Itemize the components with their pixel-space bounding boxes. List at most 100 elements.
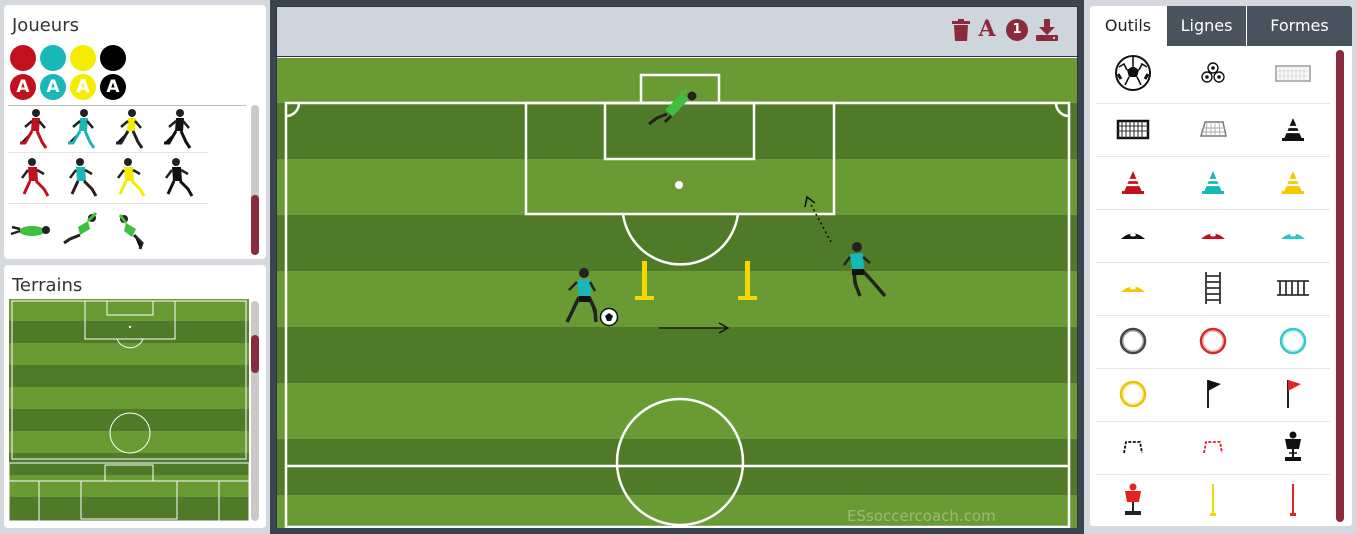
tab-formes[interactable]: Formes <box>1247 6 1352 46</box>
player-dribbler-black[interactable] <box>156 156 200 200</box>
download-icon[interactable] <box>1035 18 1059 42</box>
terrain-thumbnail-list[interactable] <box>9 299 249 521</box>
divider <box>1096 262 1330 263</box>
disc-red-icon <box>1201 233 1225 239</box>
tool-disc-teal[interactable] <box>1258 210 1328 260</box>
tool-cone-teal[interactable] <box>1178 157 1248 207</box>
cone-teal-icon <box>1202 171 1224 194</box>
goalkeeper-diving[interactable] <box>8 209 52 253</box>
divider <box>1096 421 1330 422</box>
teal-player-dribbler[interactable] <box>565 268 598 323</box>
player-runner-red[interactable] <box>12 107 56 151</box>
hurdle-black-icon <box>1123 441 1143 454</box>
player-dribbler-teal[interactable] <box>60 156 104 200</box>
flag-red-icon <box>1287 380 1301 408</box>
players-scrollbar-thumb[interactable] <box>251 195 259 255</box>
player-dribbler-yellow[interactable] <box>108 156 152 200</box>
divider <box>1096 156 1330 157</box>
tool-ladder-horizontal[interactable] <box>1258 263 1328 313</box>
drawing-board: A 1 <box>276 6 1078 528</box>
goal-outline-icon <box>1200 121 1227 137</box>
mannequin-black-icon <box>1285 431 1301 461</box>
pass-arrow[interactable] <box>659 322 730 334</box>
players-panel-title: Joueurs <box>12 15 79 36</box>
number-icon[interactable]: 1 <box>1006 19 1028 41</box>
yellow-pole-right[interactable] <box>738 261 757 300</box>
tools-scrollbar-thumb[interactable] <box>1336 50 1344 522</box>
tool-disc-yellow[interactable] <box>1098 263 1168 313</box>
tool-hoop-yellow[interactable] <box>1098 369 1168 419</box>
goalkeeper-player[interactable] <box>648 88 697 126</box>
hoop-yellow-icon <box>1119 380 1147 408</box>
pole-red-icon <box>1290 484 1296 516</box>
tool-soccer-ball[interactable] <box>1098 48 1168 98</box>
player-runner-black[interactable] <box>156 107 200 151</box>
soccer-pitch-canvas[interactable]: ESsoccercoach.com <box>277 58 1077 528</box>
tool-disc-black[interactable] <box>1098 210 1168 260</box>
player-runner-teal[interactable] <box>60 107 104 151</box>
tool-hurdle-black[interactable] <box>1098 422 1168 472</box>
tool-hurdle-red[interactable] <box>1178 422 1248 472</box>
cone-yellow-icon <box>1282 171 1304 194</box>
tool-flag-black[interactable] <box>1178 369 1248 419</box>
tools-scrollbar-track[interactable] <box>1336 50 1344 522</box>
tab-lignes[interactable]: Lignes <box>1167 6 1246 46</box>
tool-cone-black[interactable] <box>1258 104 1328 154</box>
flag-black-icon <box>1207 380 1221 408</box>
tool-ladder-vertical[interactable] <box>1178 263 1248 313</box>
tool-hoop-red[interactable] <box>1178 316 1248 366</box>
text-icon[interactable]: A <box>978 16 996 42</box>
tool-mannequin-black[interactable] <box>1258 422 1328 472</box>
tool-flag-red[interactable] <box>1258 369 1328 419</box>
tool-pole-yellow[interactable] <box>1178 475 1248 525</box>
color-swatch-teal[interactable] <box>40 45 66 71</box>
soccer-ball-icon <box>1115 55 1151 91</box>
letter-marker-red[interactable]: A <box>10 74 36 100</box>
divider <box>8 203 208 204</box>
letter-marker-teal[interactable]: A <box>40 74 66 100</box>
tool-goal-outline[interactable] <box>1178 104 1248 154</box>
players-scrollbar-track[interactable] <box>251 105 259 255</box>
terrains-scrollbar-thumb[interactable] <box>251 335 259 373</box>
tool-hoop-teal[interactable] <box>1258 316 1328 366</box>
terrains-panel: Terrains <box>4 265 266 528</box>
tool-goal-black[interactable] <box>1098 104 1168 154</box>
tool-pole-red[interactable] <box>1258 475 1328 525</box>
disc-yellow-icon <box>1121 286 1145 292</box>
left-sidebar: Joueurs A A A A <box>0 0 270 534</box>
color-swatch-black[interactable] <box>100 45 126 71</box>
yellow-pole-left[interactable] <box>635 261 654 300</box>
ladder-vertical-icon <box>1205 272 1221 304</box>
color-swatch-red[interactable] <box>10 45 36 71</box>
trash-icon[interactable] <box>949 18 973 42</box>
tool-disc-red[interactable] <box>1178 210 1248 260</box>
tool-goal-white[interactable] <box>1258 48 1328 98</box>
soccer-ball[interactable] <box>599 307 619 327</box>
goalkeeper-jumping[interactable] <box>60 209 104 253</box>
player-runner-yellow[interactable] <box>108 107 152 151</box>
divider <box>1096 103 1330 104</box>
tool-cone-red[interactable] <box>1098 157 1168 207</box>
tool-ball-group[interactable] <box>1178 48 1248 98</box>
goal-white-icon <box>1275 65 1311 82</box>
tab-outils[interactable]: Outils <box>1090 6 1166 46</box>
disc-black-icon <box>1121 233 1145 239</box>
player-dribbler-red[interactable] <box>12 156 56 200</box>
letter-marker-yellow[interactable]: A <box>70 74 96 100</box>
run-arrow[interactable] <box>804 195 832 243</box>
tool-hoop-black[interactable] <box>1098 316 1168 366</box>
teal-player-runner[interactable] <box>843 242 887 298</box>
cone-red-icon <box>1122 171 1144 194</box>
goal-black-icon <box>1116 119 1150 140</box>
tool-cone-yellow[interactable] <box>1258 157 1328 207</box>
right-sidebar: Outils Lignes Formes <box>1084 0 1356 534</box>
color-swatch-yellow[interactable] <box>70 45 96 71</box>
tool-mannequin-red[interactable] <box>1098 475 1168 525</box>
pole-yellow-icon <box>1210 484 1216 516</box>
disc-teal-icon <box>1281 233 1305 239</box>
tools-panel: Outils Lignes Formes <box>1090 6 1352 526</box>
goalkeeper-catching[interactable] <box>112 209 156 253</box>
divider <box>8 152 208 153</box>
terrains-scrollbar-track[interactable] <box>251 301 259 521</box>
letter-marker-black[interactable]: A <box>100 74 126 100</box>
